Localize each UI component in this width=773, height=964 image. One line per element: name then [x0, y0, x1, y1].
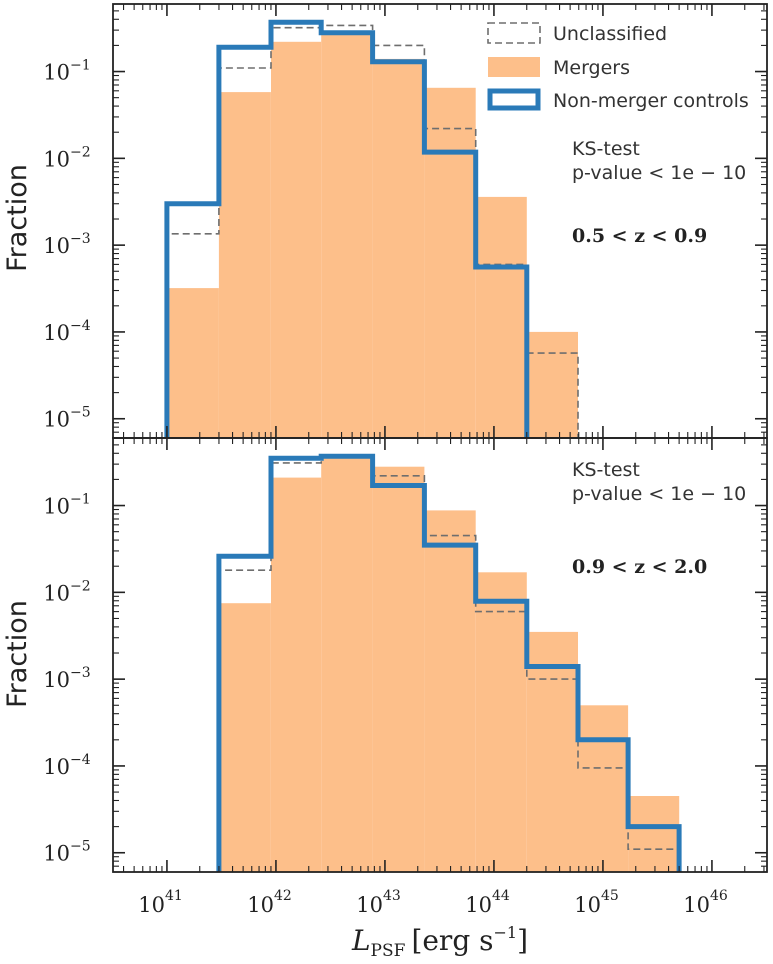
merger-bar — [628, 796, 680, 872]
y-tick-exponent: −4 — [70, 752, 91, 768]
y-tick-label: 10 — [43, 321, 70, 345]
bottom-controls-step — [216, 453, 682, 872]
y-tick-label: 10 — [43, 581, 70, 605]
merger-bar — [321, 32, 373, 438]
legend-swatch-controls — [487, 88, 541, 111]
legend-label-mergers: Mergers — [553, 57, 630, 79]
y-tick-label: 10 — [43, 668, 70, 692]
merger-bar — [424, 87, 476, 439]
legend-label-unclassified: Unclassified — [553, 23, 667, 45]
x-axis-label: LPSF [erg s−1] — [351, 923, 528, 961]
merger-bar — [578, 705, 629, 872]
merger-bar — [372, 58, 425, 439]
top-y-ticks: 10−110−210−310−410−5 — [43, 10, 767, 439]
bottom-x-ticks — [123, 438, 765, 872]
x-tick-label: 10 — [356, 893, 383, 917]
x-tick-label: 10 — [574, 893, 601, 917]
x-tick-labels: 10 41 10 42 10 43 10 44 10 45 10 46 — [138, 888, 728, 917]
top-y-axis-label: Fraction — [2, 164, 33, 272]
y-tick-label: 10 — [43, 755, 70, 779]
top-x-ticks — [123, 4, 765, 438]
bottom-ks-test-label: KS-test — [572, 459, 640, 481]
merger-bar — [321, 457, 373, 872]
x-tick-label: 10 — [465, 893, 492, 917]
legend-swatch-mergers — [488, 57, 540, 77]
bottom-ks-pvalue-label: p-value < 1e − 10 — [572, 483, 746, 505]
bottom-merger-bars — [218, 457, 680, 872]
merger-bar — [218, 603, 271, 872]
x-tick-exponent: 45 — [601, 888, 619, 904]
merger-bar — [526, 631, 578, 872]
top-controls-step — [164, 19, 530, 438]
x-tick-exponent: 41 — [165, 888, 183, 904]
y-tick-exponent: −2 — [70, 578, 91, 594]
merger-bar — [372, 466, 425, 872]
y-tick-label: 10 — [43, 234, 70, 258]
top-redshift-range-label: 0.5 < z < 0.9 — [572, 225, 707, 247]
legend-swatch-unclassified — [487, 22, 541, 44]
x-tick-label: 10 — [683, 893, 710, 917]
y-tick-exponent: −3 — [70, 231, 91, 247]
top-panel: 10−110−210−310−410−5 Unclassified Merger… — [2, 3, 768, 439]
top-merger-bars — [166, 32, 578, 439]
merger-bar — [475, 572, 527, 872]
y-tick-label: 10 — [43, 61, 70, 85]
merger-bar — [424, 510, 476, 872]
merger-bar — [271, 41, 322, 439]
merger-bar — [218, 92, 271, 438]
y-tick-exponent: −5 — [70, 839, 91, 855]
y-tick-exponent: −1 — [70, 492, 91, 508]
x-tick-exponent: 42 — [274, 888, 292, 904]
y-tick-label: 10 — [43, 842, 70, 866]
bottom-y-axis-label: Fraction — [2, 600, 33, 708]
legend-label-controls: Non-merger controls — [553, 90, 749, 112]
y-tick-label: 10 — [43, 147, 70, 171]
y-tick-exponent: −5 — [70, 405, 91, 421]
bottom-redshift-range-label: 0.9 < z < 2.0 — [572, 556, 707, 578]
legend: Unclassified Mergers Non-merger controls — [487, 22, 749, 112]
merger-bar — [166, 288, 219, 438]
y-tick-label: 10 — [43, 408, 70, 432]
x-tick-exponent: 44 — [492, 888, 510, 904]
x-tick-exponent: 43 — [383, 888, 401, 904]
bottom-panel: 10−110−210−310−410−5 KS-test p-value < 1… — [2, 437, 768, 873]
merger-bar — [475, 196, 527, 438]
y-tick-exponent: −1 — [70, 58, 91, 74]
x-tick-label: 10 — [138, 893, 165, 917]
y-tick-exponent: −2 — [70, 144, 91, 160]
x-tick-label: 10 — [247, 893, 274, 917]
bottom-unclassified-step — [218, 456, 680, 872]
y-tick-exponent: −3 — [70, 665, 91, 681]
merger-bar — [526, 331, 578, 438]
y-tick-exponent: −4 — [70, 318, 91, 334]
top-ks-pvalue-label: p-value < 1e − 10 — [572, 162, 746, 184]
x-tick-exponent: 46 — [710, 888, 728, 904]
bottom-axes-frame — [112, 437, 768, 873]
y-tick-label: 10 — [43, 495, 70, 519]
merger-bar — [271, 477, 322, 872]
top-ks-test-label: KS-test — [572, 138, 640, 160]
